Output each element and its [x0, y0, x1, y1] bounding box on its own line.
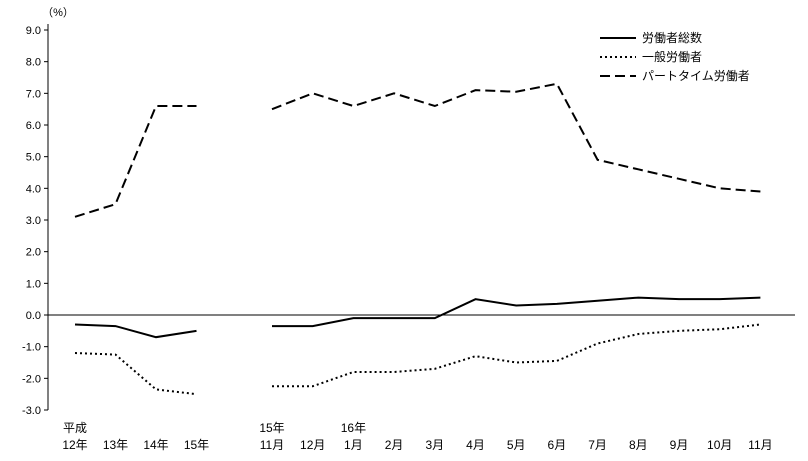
- y-tick-label: 2.0: [26, 247, 41, 259]
- y-tick-label: -3.0: [22, 405, 41, 417]
- x-tick-label-monthly: 4月: [466, 438, 485, 452]
- y-tick-label: 0.0: [26, 310, 41, 322]
- y-tick-label: -2.0: [22, 373, 41, 385]
- x-tick-label-annual: 14年: [143, 438, 168, 452]
- y-axis-unit-label: （%）: [42, 6, 74, 19]
- y-tick-label: 1.0: [26, 278, 41, 290]
- series-line-annual-1: [74, 352, 197, 396]
- y-tick-label: 8.0: [26, 57, 41, 69]
- x-tick-top-label-annual: 平成: [63, 421, 87, 435]
- x-tick-label-monthly: 11月: [260, 438, 284, 452]
- x-tick-label-monthly: 8月: [629, 438, 648, 452]
- x-tick-label-monthly: 12月: [300, 438, 325, 452]
- series-line-monthly-2: [271, 82, 761, 193]
- x-tick-label-monthly: 7月: [588, 438, 607, 452]
- x-tick-label-monthly: 10月: [707, 438, 732, 452]
- series-line-monthly-1: [272, 323, 761, 388]
- y-tick-label: 5.0: [26, 152, 41, 164]
- series-line-monthly-0: [272, 296, 761, 328]
- x-tick-label-monthly: 9月: [670, 438, 689, 452]
- x-tick-top-label-monthly: 15年: [259, 421, 284, 435]
- series-line-annual-0: [74, 323, 197, 339]
- x-tick-label-monthly: 11月: [748, 438, 772, 452]
- legend-label-0: 労働者総数: [642, 30, 702, 45]
- x-tick-label-annual: 12年: [62, 438, 87, 452]
- y-tick-label: 7.0: [26, 88, 41, 100]
- x-tick-label-monthly: 1月: [344, 438, 363, 452]
- y-tick-label: 3.0: [26, 215, 41, 227]
- x-tick-label-monthly: 5月: [507, 438, 526, 452]
- y-tick-label: 4.0: [26, 183, 41, 195]
- x-tick-label-monthly: 6月: [548, 438, 567, 452]
- y-tick-label: 9.0: [26, 25, 41, 37]
- x-tick-top-label-monthly: 16年: [341, 421, 366, 435]
- legend-label-2: パートタイム労働者: [642, 69, 750, 83]
- y-tick-label: 6.0: [26, 120, 41, 132]
- legend-label-1: 一般労働者: [642, 49, 702, 64]
- y-tick-label: -1.0: [22, 342, 41, 354]
- x-tick-label-annual: 13年: [103, 438, 128, 452]
- x-tick-label-annual: 15年: [184, 438, 209, 452]
- x-tick-label-monthly: 2月: [385, 438, 404, 452]
- series-line-annual-2: [74, 105, 197, 218]
- x-tick-label-monthly: 3月: [425, 438, 444, 452]
